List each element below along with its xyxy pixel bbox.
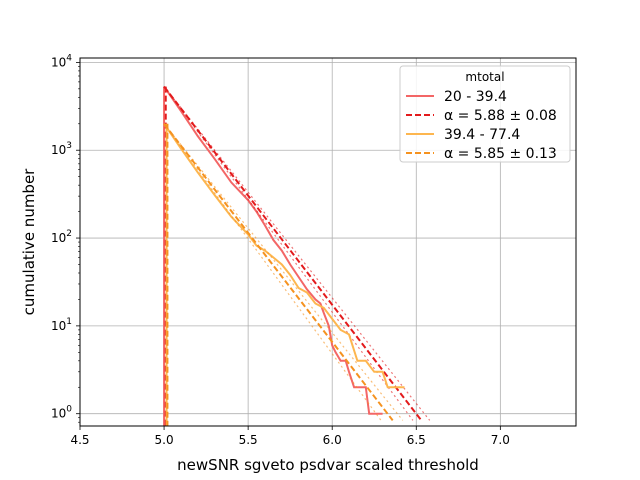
- x-tick-label: 6.0: [323, 433, 342, 447]
- y-tick-label-exponent: 3: [66, 141, 72, 151]
- series-line: [163, 123, 382, 421]
- series-line: [163, 86, 431, 421]
- legend-entry-label: α = 5.88 ± 0.08: [444, 108, 557, 124]
- y-tick-label: 103: [51, 141, 72, 157]
- y-tick-label-base: 10: [51, 319, 66, 333]
- y-tick-label: 102: [51, 229, 72, 245]
- y-axis-label: cumulative number: [20, 168, 38, 316]
- y-tick-label: 101: [51, 317, 72, 333]
- plot-lines: [163, 85, 431, 426]
- series-line: [163, 123, 404, 421]
- y-tick-label-base: 10: [51, 231, 66, 245]
- y-tick-label-exponent: 0: [66, 405, 72, 415]
- y-tick-label-exponent: 1: [66, 317, 72, 327]
- legend-entry-label: 20 - 39.4: [444, 89, 507, 105]
- y-tick-label: 100: [51, 405, 72, 421]
- x-tick-label: 6.5: [407, 433, 426, 447]
- x-tick-label: 4.5: [70, 433, 89, 447]
- x-tick-label: 5.5: [239, 433, 258, 447]
- legend-entry-label: α = 5.85 ± 0.13: [444, 146, 557, 162]
- y-tick-label-exponent: 2: [66, 229, 72, 239]
- legend: mtotal 20 - 39.4 α = 5.88 ± 0.08 39.4 - 77.…: [399, 65, 571, 163]
- x-tick-label: 7.0: [491, 433, 510, 447]
- series-line: [163, 86, 383, 415]
- y-tick-label-exponent: 4: [66, 53, 72, 63]
- y-tick-label: 104: [51, 53, 72, 69]
- y-tick-label-base: 10: [51, 407, 66, 421]
- x-tick-label: 5.0: [155, 433, 174, 447]
- y-tick-label-base: 10: [51, 143, 66, 157]
- y-tick-label-base: 10: [51, 55, 66, 69]
- legend-entry-label: 39.4 - 77.4: [444, 127, 520, 143]
- series-line: [163, 123, 405, 389]
- legend-box: [399, 65, 571, 163]
- x-axis-ticks: 4.5 5.0 5.5 6.0 6.5 7.0: [70, 426, 510, 447]
- series-line: [163, 86, 414, 421]
- x-axis-label: newSNR sgveto psdvar scaled threshold: [177, 456, 479, 474]
- series-line: [163, 85, 423, 422]
- legend-title: mtotal: [465, 70, 504, 84]
